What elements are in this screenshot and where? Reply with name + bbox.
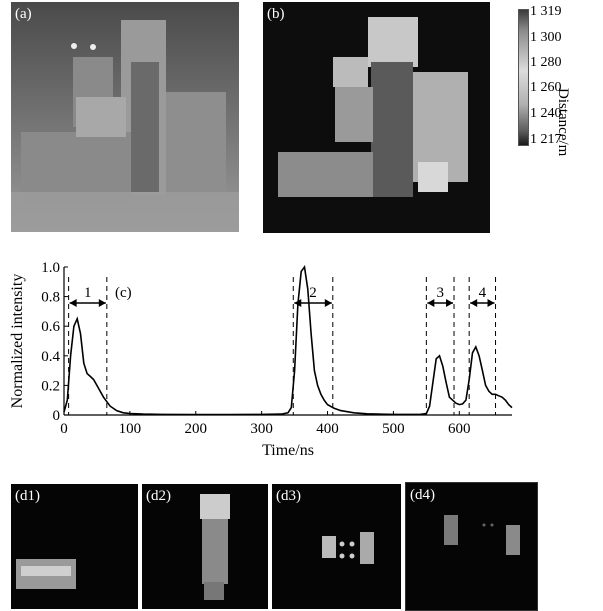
colorbar-tick-5: 1 240 [530, 106, 562, 121]
chart-c: 0 100 200 300 400 500 600 0 0.2 0.4 0.6 0.8 1.0 Time/… [9, 260, 513, 459]
gate-3-arrowhead-right [446, 299, 454, 307]
gate-2-arrowhead-left [294, 299, 302, 307]
panel-d4-label: (d4) [410, 487, 435, 503]
panel-d3-scene [322, 532, 374, 564]
colorbar-tick-2: 1 300 [530, 30, 562, 45]
panel-b-scene [263, 2, 490, 233]
panel-d1-label: (d1) [15, 488, 40, 504]
colorbar-tick-3: 1 280 [530, 55, 562, 70]
series-line-0 [63, 264, 513, 416]
colorbar-tick-6: 1 217 [530, 132, 562, 147]
colorbar-tick-1: 1 319 [530, 4, 562, 19]
x-tick-label-5: 500 [382, 421, 405, 437]
panel-d1-scene [16, 559, 76, 589]
y-tick-label-2: 0.4 [41, 349, 60, 365]
y-tick-label-5: 1.0 [41, 260, 60, 276]
colorbar-label: Distance/m [555, 88, 571, 157]
panel-d4-scene [444, 515, 520, 555]
gate-4-arrowhead-left [470, 299, 478, 307]
panel-d1-image: (d1) [11, 484, 138, 609]
panel-d2-label: (d2) [146, 488, 171, 504]
y-tick-label-4: 0.8 [41, 290, 60, 306]
x-axis-label: Time/ns [262, 442, 314, 459]
panel-b-image: (b) [263, 2, 490, 233]
panel-b-label: (b) [267, 6, 285, 22]
gate-4-label: 4 [479, 285, 487, 301]
gate-3-label: 3 [436, 285, 444, 301]
gate-1-arrowhead-right [98, 299, 106, 307]
panel-c-label: (c) [115, 285, 132, 301]
panel-d2-scene [200, 494, 230, 600]
colorbar [518, 9, 529, 146]
panel-a-scene [11, 2, 239, 232]
y-tick-label-1: 0.2 [41, 378, 60, 394]
panel-d3-label: (d3) [276, 488, 301, 504]
x-tick-label-4: 400 [316, 421, 339, 437]
y-tick-label-0: 0 [53, 408, 61, 424]
panel-a-image: (a) [11, 2, 239, 232]
gate-4-arrowhead-right [487, 299, 495, 307]
x-tick-label-1: 100 [119, 421, 142, 437]
panel-d2-image: (d2) [142, 484, 268, 609]
y-tick-label-3: 0.6 [41, 319, 60, 335]
gate-1-label: 1 [84, 285, 92, 301]
x-tick-label-0: 0 [60, 421, 68, 437]
colorbar-tick-4: 1 260 [530, 80, 562, 95]
x-tick-label-3: 300 [250, 421, 273, 437]
panel-a-label: (a) [15, 6, 32, 22]
gate-1-arrowhead-left [69, 299, 77, 307]
panel-d3-image: (d3) [272, 484, 401, 609]
y-axis-label: Normalized intensity [9, 274, 26, 409]
gate-2-arrowhead-right [324, 299, 332, 307]
x-tick-label-2: 200 [185, 421, 208, 437]
gate-3-arrowhead-left [427, 299, 435, 307]
panel-d4-image: (d4) [405, 482, 538, 611]
x-tick-label-6: 600 [448, 421, 471, 437]
gate-2-label: 2 [309, 285, 317, 301]
